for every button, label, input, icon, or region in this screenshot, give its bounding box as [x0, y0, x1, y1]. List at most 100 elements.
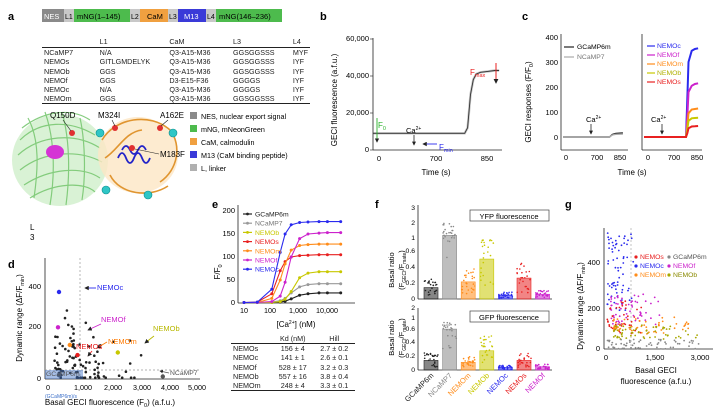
g-point — [637, 317, 639, 320]
f-dot — [433, 358, 435, 361]
d-point — [124, 370, 128, 374]
f-dot — [469, 361, 472, 363]
c-xtick-l2: 850 — [614, 153, 627, 162]
f-dot — [536, 293, 539, 295]
f-dot — [520, 276, 522, 279]
f-dot — [519, 268, 521, 270]
d-point — [70, 325, 74, 328]
g-point — [608, 339, 611, 342]
g-point — [614, 239, 617, 242]
g-point — [635, 328, 637, 331]
g-point — [658, 314, 661, 316]
f-dot — [480, 241, 483, 244]
d-point — [63, 316, 67, 320]
f-dot — [489, 341, 491, 343]
f-ylabel-top: Basal ratio — [387, 252, 396, 287]
f-ytick-b4: 1 — [411, 315, 415, 322]
f-ytick-t2: 0.4 — [406, 264, 416, 271]
g-point — [628, 324, 631, 327]
panel-c-chart: GECI responses (F/F0) 0 100 200 300 400 … — [524, 33, 703, 177]
g-point — [611, 341, 614, 344]
f-dot — [510, 293, 513, 296]
f-ytick-t3: 0.6 — [406, 248, 416, 255]
f-dot — [434, 361, 436, 363]
f-dot — [490, 356, 493, 358]
g-point — [610, 298, 613, 300]
e-point — [298, 276, 302, 280]
f-dot — [528, 365, 530, 368]
svg-text:F/F0: F/F0 — [213, 264, 224, 279]
g-point — [610, 304, 613, 307]
e-point — [283, 262, 287, 266]
f-dot — [482, 274, 485, 277]
f-dot — [517, 361, 520, 364]
legend-nes: NES, nuclear export signal — [201, 112, 286, 121]
f-dot — [463, 279, 465, 282]
f-dot — [536, 364, 539, 367]
d-point — [139, 354, 143, 357]
g-point — [655, 331, 658, 334]
g-point — [607, 236, 610, 239]
f-dot — [465, 276, 467, 279]
e-point — [306, 253, 310, 257]
g-point — [631, 304, 633, 307]
f-dot — [448, 345, 450, 347]
b-xtick-0: 0 — [377, 154, 381, 163]
f-dot — [432, 284, 435, 287]
g-point — [626, 243, 628, 246]
d-point — [57, 367, 60, 371]
construct-l4-label: L4 — [207, 14, 215, 21]
f-bar-nemoc — [498, 295, 513, 299]
f-dot — [442, 327, 445, 330]
construct-l2-label: L2 — [131, 14, 139, 21]
g-point — [673, 316, 676, 319]
svg-text:Ca2+: Ca2+ — [651, 115, 666, 124]
f-dot — [423, 357, 426, 360]
g-point — [606, 293, 609, 296]
g-point — [626, 315, 629, 318]
g-point — [639, 313, 642, 316]
e-legend-nemom: NEMOm — [255, 248, 281, 255]
e-point — [289, 223, 293, 227]
seq-table-cell: NCaMP7 — [44, 48, 74, 58]
g-point — [618, 276, 621, 279]
f-dot — [537, 363, 540, 366]
f-dot — [490, 335, 493, 337]
g-point — [624, 309, 627, 311]
f-dot — [427, 291, 430, 294]
d-xlabel-sub: 0 — [144, 403, 147, 409]
f-dot — [498, 297, 501, 299]
g-point — [677, 335, 680, 338]
seq-table-cell: IYF — [292, 75, 305, 85]
f-dot — [526, 361, 528, 364]
d-point — [97, 371, 100, 374]
g-point — [638, 319, 641, 322]
g-point — [626, 318, 629, 321]
kd-table-cell: 248 ± 4 — [272, 381, 314, 392]
f-dot — [462, 362, 464, 365]
e-point — [283, 232, 287, 236]
svg-text:Dynamic range (ΔF/Fmin): Dynamic range (ΔF/Fmin) — [576, 262, 587, 350]
b-fmin-sub: min — [444, 148, 453, 154]
f-ylabel-d: mate — [402, 252, 408, 263]
g-point — [617, 269, 620, 272]
f-dot — [428, 280, 431, 282]
g-point — [650, 344, 653, 347]
g-point — [614, 323, 617, 326]
f-dot — [523, 357, 525, 360]
f-dot — [506, 292, 508, 294]
g-point — [632, 329, 635, 331]
d-point — [65, 309, 69, 312]
e-xlabel-sup: 2+ — [289, 320, 295, 326]
g-point — [644, 320, 647, 323]
g-point — [629, 328, 631, 331]
f-dot — [518, 358, 520, 361]
g-point — [696, 334, 698, 336]
e-point — [278, 250, 282, 254]
kd-table-cell: 141 ± 1 — [280, 353, 305, 363]
g-ylabel-end: ) — [576, 262, 585, 265]
e-point — [298, 244, 302, 247]
f-dot — [466, 282, 468, 285]
g-point — [617, 320, 620, 323]
g-point — [649, 342, 652, 344]
